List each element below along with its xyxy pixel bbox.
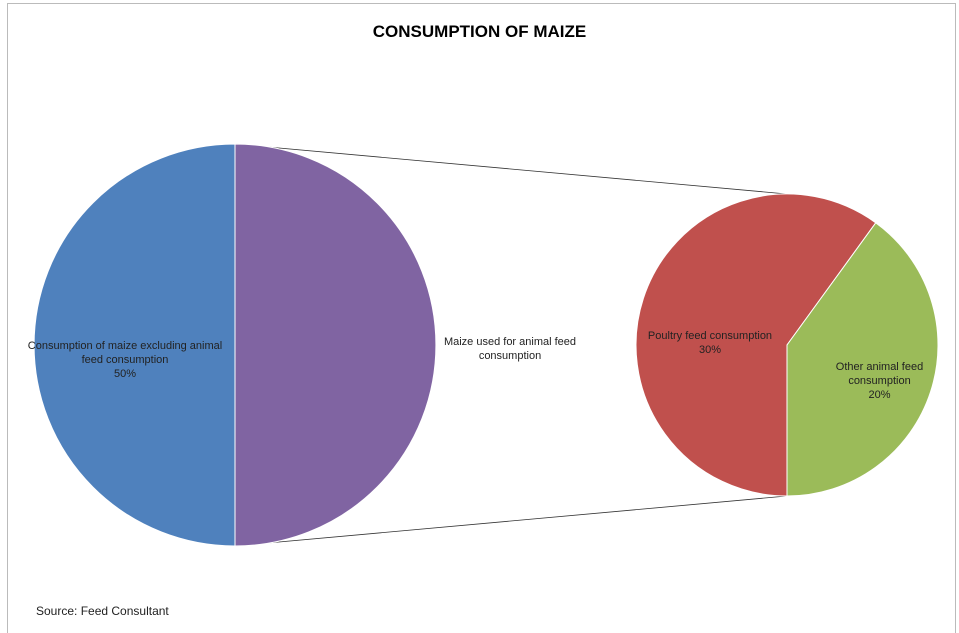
pie-slice [234,143,437,547]
slice-category: Maize used for animal feed consumption [443,336,577,362]
slice-label: Other animal feed consumption 20% [822,360,937,402]
connector-line [234,495,788,547]
slice-category: Poultry feed consumption [647,330,773,342]
source-note: Source: Feed Consultant [36,604,169,618]
slice-category: Other animal feed consumption [835,361,924,387]
slice-value-label: 50% [113,368,137,380]
frame [7,3,956,633]
chart-title: CONSUMPTION OF MAIZE [372,22,587,41]
slice-label: Consumption of maize excluding animal fe… [25,339,225,381]
pie-slice [786,222,939,497]
connector-line [234,143,788,195]
slice-label: Maize used for animal feed consumption [430,335,590,363]
slice-value-label: 30% [698,344,722,356]
slice-label: Poultry feed consumption 30% [635,329,785,357]
pie-slice [33,143,236,547]
pie-slice [635,193,877,497]
slice-value-label: 20% [868,389,891,401]
slice-category: Consumption of maize excluding animal fe… [27,340,223,366]
